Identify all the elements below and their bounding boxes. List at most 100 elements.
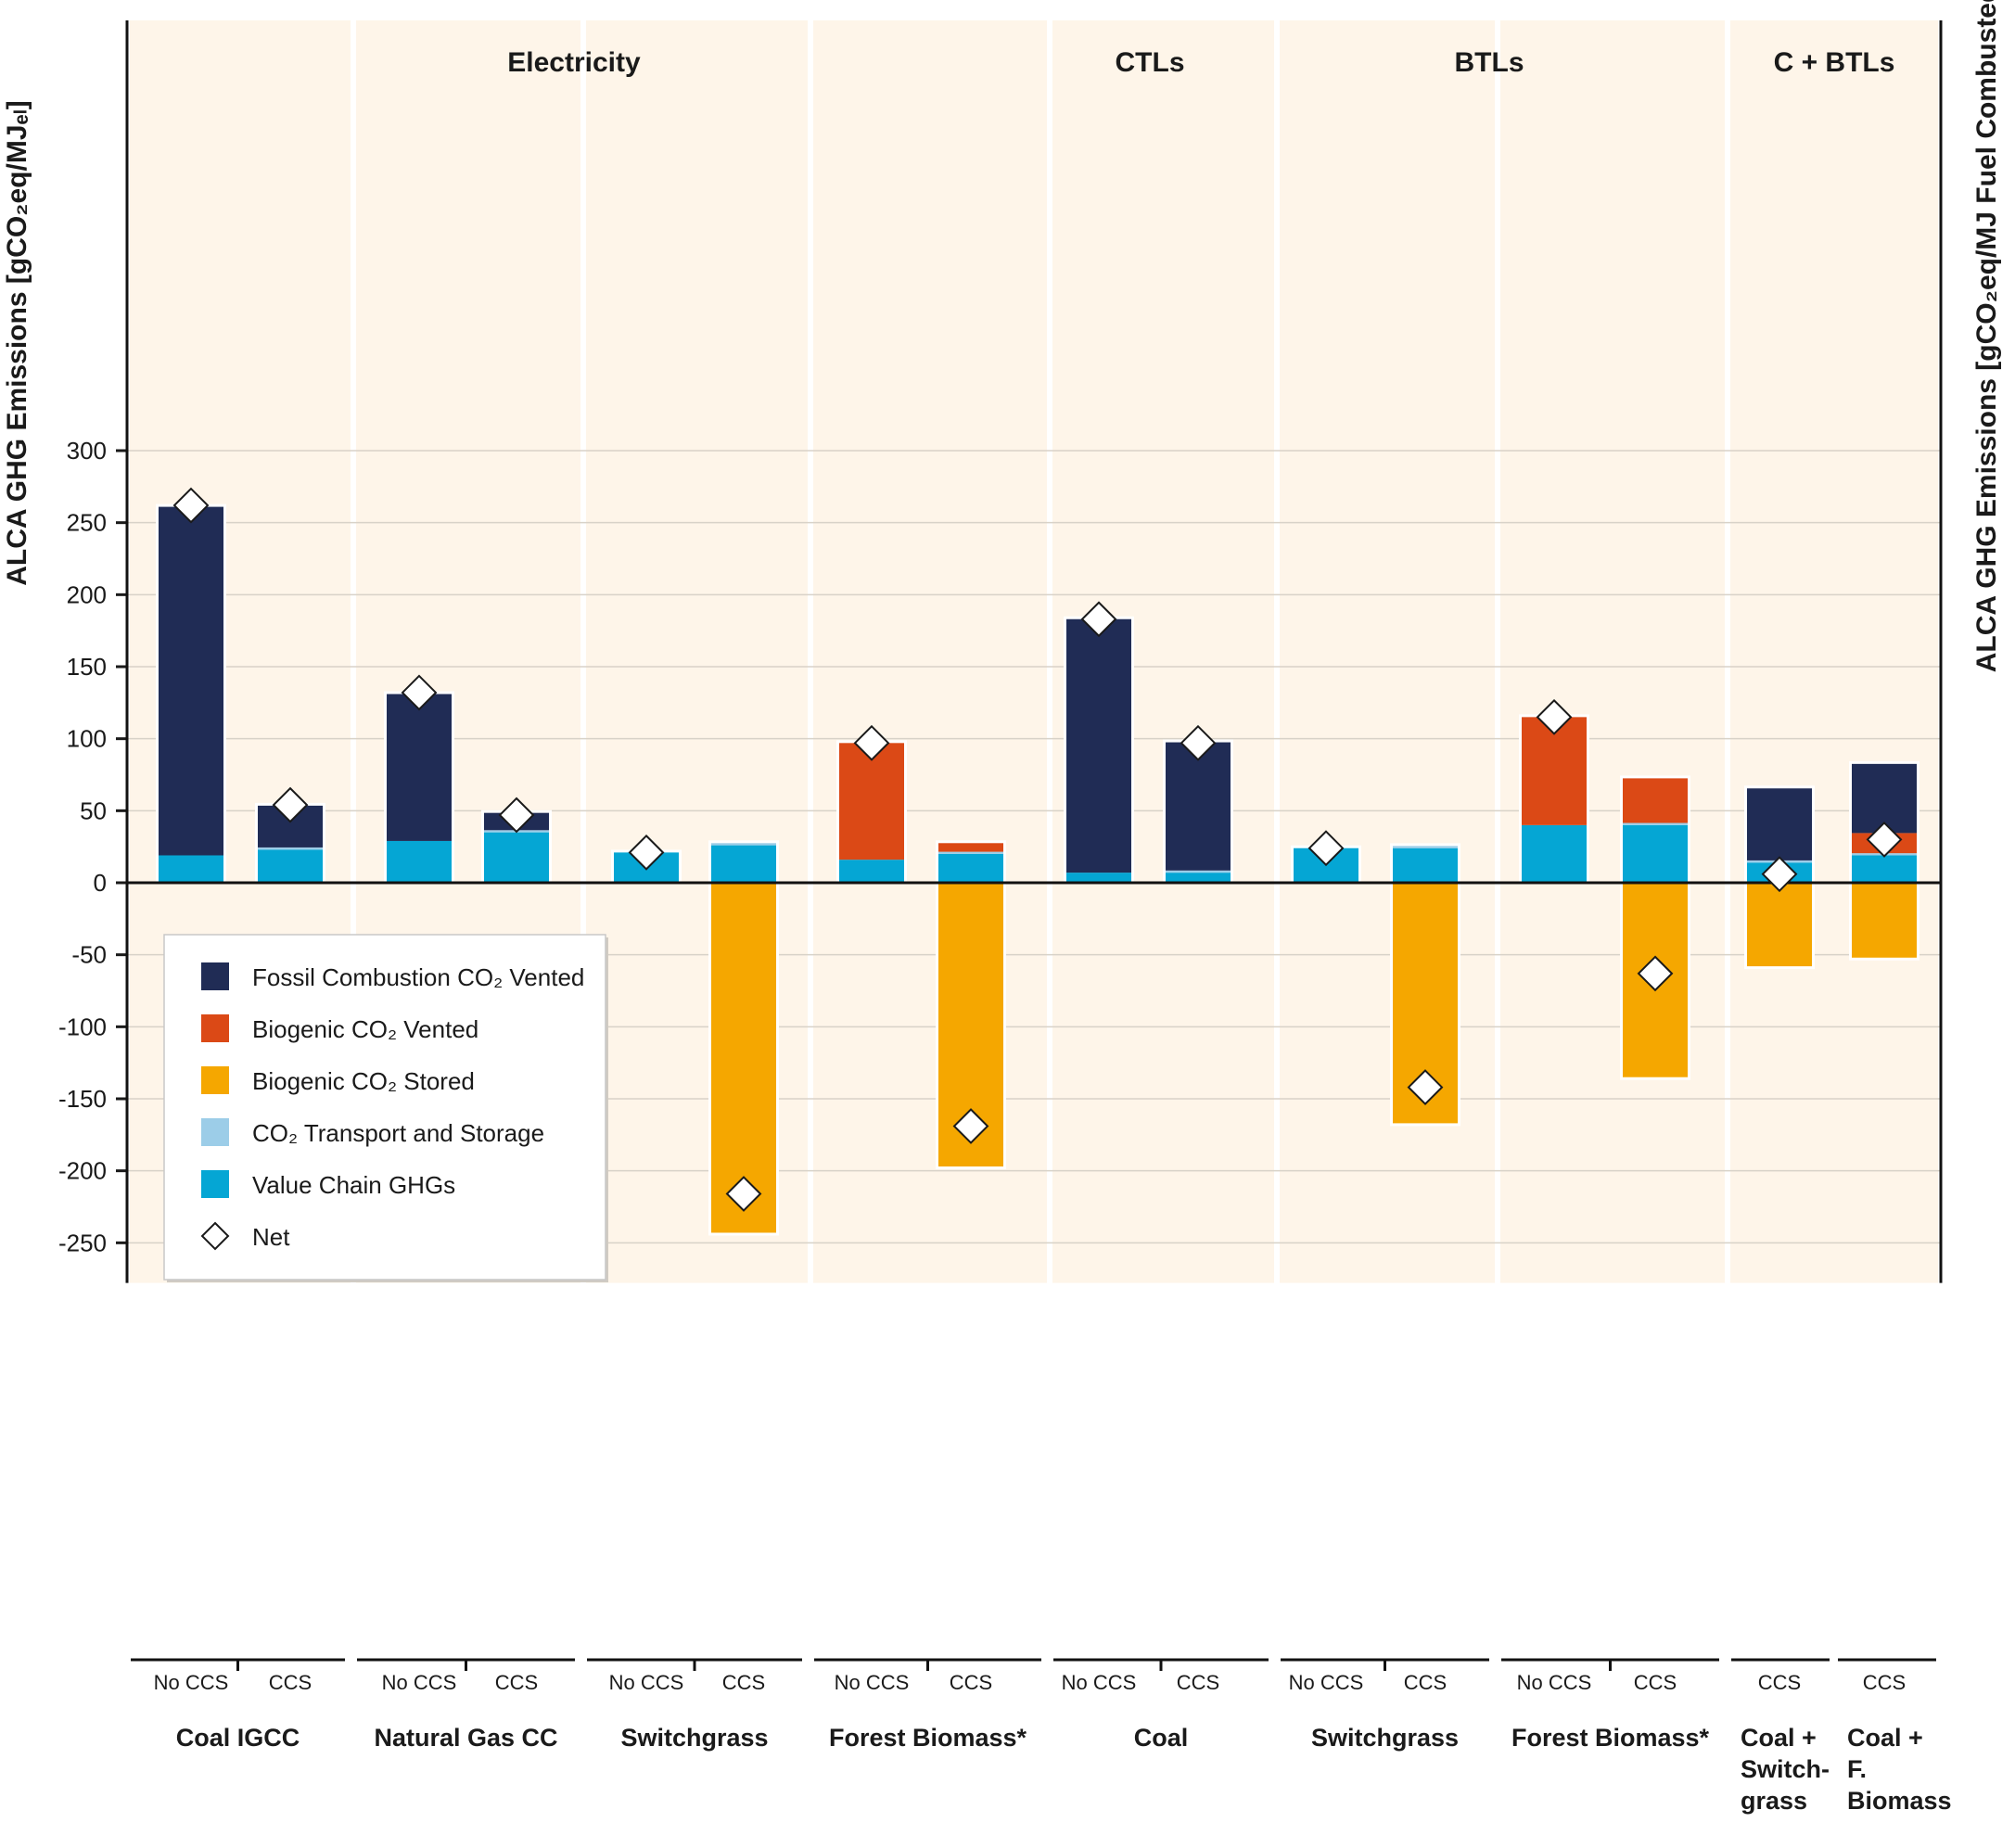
axes: [116, 20, 1943, 1671]
group-label: Coal +: [1741, 1724, 1817, 1752]
bar-segment: [1623, 824, 1688, 883]
bar-label: CCS: [495, 1671, 538, 1694]
bar-segment: [1852, 883, 1917, 958]
group-label: Switch-: [1741, 1755, 1830, 1783]
net-marker: [401, 674, 438, 711]
panel-bg: [813, 20, 1047, 1283]
bar-segment: [258, 849, 323, 883]
section-title: BTLs: [1455, 47, 1524, 78]
net-marker: [1407, 1069, 1444, 1105]
bar-segment: [1166, 870, 1231, 873]
bar-segment: [159, 506, 223, 856]
bar-segment: [387, 694, 452, 841]
bar-segment: [839, 743, 904, 860]
net-marker: [272, 786, 309, 823]
y-tick-label: -100: [58, 1013, 107, 1040]
bar-segment: [1066, 618, 1131, 873]
group-label: Forest Biomass*: [829, 1724, 1027, 1752]
group-label: Forest Biomass*: [1511, 1724, 1710, 1752]
bar-segment: [711, 845, 776, 883]
bar-segment: [258, 847, 323, 850]
legend-label: Net: [252, 1223, 290, 1251]
y-tick-label: 0: [94, 869, 107, 897]
bar-segment: [839, 860, 904, 883]
y-tick-label: -200: [58, 1157, 107, 1185]
bar-segment: [1522, 824, 1587, 883]
bar-label: No CCS: [1517, 1671, 1592, 1694]
bar-segment: [1166, 742, 1231, 871]
y-tick-label: 200: [67, 580, 107, 608]
bar-segment: [1852, 763, 1917, 834]
net-marker: [498, 797, 535, 834]
bar-segment: [1747, 788, 1812, 860]
net-marker: [1307, 830, 1345, 867]
bar-segment: [484, 832, 549, 883]
net-marker: [1180, 724, 1217, 761]
y-tick-label: 150: [67, 653, 107, 681]
panel-bg: [1730, 20, 1938, 1283]
group-label: Biomass: [1847, 1787, 1952, 1815]
bar-segment: [1393, 848, 1458, 883]
bar-label: No CCS: [382, 1671, 457, 1694]
bar-label: CCS: [1404, 1671, 1447, 1694]
group-label: Coal IGCC: [176, 1724, 300, 1752]
group-label: Switchgrass: [620, 1724, 768, 1752]
legend-label: Biogenic CO₂ Vented: [252, 1015, 478, 1043]
legend-swatch: [201, 1118, 229, 1146]
y-tick-label: 100: [67, 725, 107, 753]
legend-swatch: [201, 1170, 229, 1198]
labels: 300 250 200 150 100 50 0 -50 -100 -150 -200 -250 No …: [2, 0, 2002, 1815]
panel-bg: [1500, 20, 1725, 1283]
net-marker: [1866, 821, 1903, 858]
legend-label: Value Chain GHGs: [252, 1171, 455, 1199]
net-marker: [1761, 856, 1798, 893]
legend-label: CO₂ Transport and Storage: [252, 1119, 544, 1147]
legend: Fossil Combustion CO₂ Vented Biogenic CO₂…: [163, 934, 608, 1282]
bar-label: No CCS: [1289, 1671, 1364, 1694]
bar-segment: [1522, 717, 1587, 825]
bar-segment: [159, 855, 223, 883]
bar-segment: [1852, 855, 1917, 883]
legend-net-marker: [200, 1221, 230, 1251]
bar-label: CCS: [1863, 1671, 1906, 1694]
bar-segment: [1747, 883, 1812, 967]
section-title: CTLs: [1116, 47, 1185, 78]
bar-label: CCS: [1758, 1671, 1801, 1694]
left-y-label: ALCA GHG Emissions [gCO₂eq/MJₑₗ]: [2, 100, 32, 586]
panel-bg: [1280, 20, 1495, 1283]
bar-label: No CCS: [1062, 1671, 1137, 1694]
bar-segment: [711, 843, 776, 846]
right-y-label: ALCA GHG Emissions [gCO₂eq/MJ Fuel Combu…: [1971, 0, 2002, 672]
bar-segment: [1623, 822, 1688, 825]
bar-segment: [387, 840, 452, 883]
bar-label: CCS: [1634, 1671, 1677, 1694]
bar-segment: [1393, 846, 1458, 848]
net-marker: [853, 724, 890, 761]
y-tick-label: -50: [71, 941, 107, 969]
legend-swatch: [201, 1066, 229, 1094]
net-markers: [172, 487, 1903, 1212]
legend-swatch: [201, 1014, 229, 1042]
net-marker: [172, 487, 210, 524]
net-marker: [628, 834, 665, 871]
bar-label: No CCS: [609, 1671, 684, 1694]
bar-segment: [938, 851, 1003, 854]
net-marker: [952, 1108, 989, 1144]
bar-segment: [938, 853, 1003, 883]
bar-label: CCS: [950, 1671, 992, 1694]
group-label: F.: [1847, 1755, 1867, 1783]
y-tick-label: 300: [67, 437, 107, 465]
net-marker: [725, 1176, 762, 1212]
group-label: Natural Gas CC: [374, 1724, 557, 1752]
section-title: C + BTLs: [1774, 47, 1895, 78]
legend-label: Fossil Combustion CO₂ Vented: [252, 963, 584, 991]
y-tick-label: -250: [58, 1229, 107, 1256]
y-tick-label: 250: [67, 509, 107, 537]
bar-segment: [1166, 873, 1231, 883]
bar-label: CCS: [1177, 1671, 1219, 1694]
section-title: Electricity: [507, 47, 641, 78]
group-label: Coal: [1134, 1724, 1189, 1752]
bar-segment: [711, 883, 776, 1233]
y-tick-label: 50: [80, 797, 107, 824]
net-marker: [1637, 955, 1674, 992]
